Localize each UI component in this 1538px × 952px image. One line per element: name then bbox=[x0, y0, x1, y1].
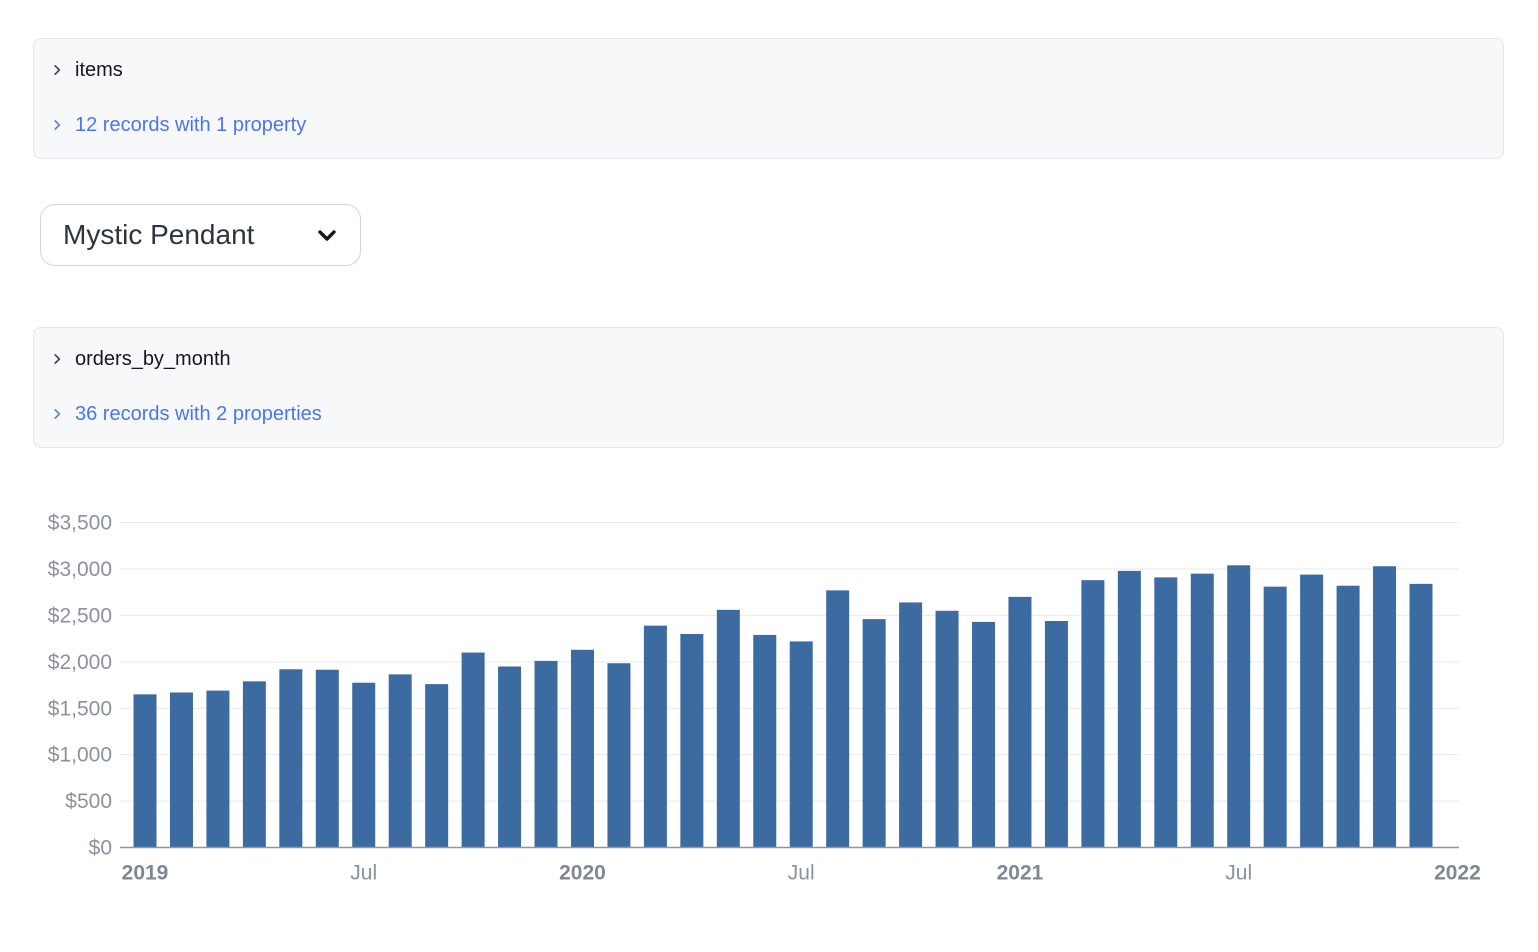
bar-2020-12 bbox=[972, 621, 996, 848]
bar-2021-04 bbox=[1117, 570, 1141, 848]
bar-2021-06 bbox=[1190, 573, 1214, 848]
bar-2021-10 bbox=[1336, 585, 1360, 848]
bar-2021-12 bbox=[1409, 583, 1433, 848]
item-select-dropdown[interactable]: Mystic Pendant bbox=[40, 204, 361, 266]
bar-2020-03 bbox=[643, 625, 667, 848]
bar-2019-06 bbox=[315, 669, 339, 848]
y-axis-label: $2,000 bbox=[48, 651, 112, 674]
bar-2020-09 bbox=[862, 619, 886, 848]
bar-2021-08 bbox=[1263, 586, 1287, 848]
chevron-down-icon bbox=[315, 223, 339, 247]
orders-disclosure-row[interactable]: orders_by_month bbox=[50, 345, 1487, 373]
bar-2019-10 bbox=[461, 652, 485, 848]
orders-records-row[interactable]: 36 records with 2 properties bbox=[50, 400, 1487, 428]
orders-by-month-bar-chart: $0 $500 $1,000 $1,500 $2,000 $2,500 $3,000 $3,5… bbox=[48, 512, 1481, 885]
items-records-row[interactable]: 12 records with 1 property bbox=[50, 111, 1487, 139]
bar-2019-02 bbox=[169, 692, 193, 848]
x-axis-label: Jul bbox=[1225, 862, 1252, 885]
x-axis-label: Jul bbox=[350, 862, 377, 885]
orders-panel-title: orders_by_month bbox=[75, 347, 231, 370]
x-axis-label: 2020 bbox=[559, 862, 606, 885]
items-inspector-panel: items 12 records with 1 property bbox=[33, 38, 1504, 159]
y-axis-label: $3,500 bbox=[48, 512, 112, 535]
bar-2020-06 bbox=[753, 634, 777, 848]
bar-2021-11 bbox=[1373, 566, 1397, 848]
bar-2019-05 bbox=[279, 669, 303, 848]
bar-2019-08 bbox=[388, 674, 412, 848]
orders-chart-container: $0 $500 $1,000 $1,500 $2,000 $2,500 $3,000 $3,5… bbox=[0, 488, 1538, 937]
x-axis-label: Jul bbox=[788, 862, 815, 885]
bar-2021-07 bbox=[1227, 565, 1251, 848]
bar-2019-01 bbox=[133, 694, 157, 848]
orders-records-link: 36 records with 2 properties bbox=[75, 402, 322, 425]
items-panel-title: items bbox=[75, 58, 123, 81]
x-axis-label: 2022 bbox=[1434, 862, 1481, 885]
bar-2019-12 bbox=[534, 660, 558, 848]
chevron-right-icon bbox=[50, 352, 64, 366]
orders-inspector-panel: orders_by_month 36 records with 2 proper… bbox=[33, 327, 1504, 448]
x-axis-label: 2021 bbox=[997, 862, 1044, 885]
bar-2019-09 bbox=[425, 684, 449, 848]
bar-2020-02 bbox=[607, 663, 631, 848]
bar-2020-04 bbox=[680, 633, 704, 848]
items-disclosure-row[interactable]: items bbox=[50, 56, 1487, 84]
bar-2020-11 bbox=[935, 610, 959, 848]
bar-2020-10 bbox=[899, 602, 923, 848]
bar-2020-05 bbox=[716, 609, 740, 848]
items-records-link: 12 records with 1 property bbox=[75, 113, 307, 136]
y-axis-label: $3,000 bbox=[48, 558, 112, 581]
item-select-value: Mystic Pendant bbox=[63, 219, 255, 250]
bar-2021-05 bbox=[1154, 577, 1178, 848]
bar-2021-01 bbox=[1008, 596, 1032, 848]
bar-2020-07 bbox=[789, 641, 813, 848]
bar-2020-01 bbox=[570, 649, 594, 848]
bar-2019-03 bbox=[206, 690, 230, 848]
y-axis-label: $0 bbox=[89, 837, 112, 860]
bar-2019-07 bbox=[352, 682, 376, 848]
bar-2019-11 bbox=[498, 666, 522, 848]
bar-2021-09 bbox=[1300, 574, 1324, 848]
bar-2019-04 bbox=[242, 681, 266, 848]
y-axis-label: $2,500 bbox=[48, 604, 112, 627]
y-axis-label: $1,500 bbox=[48, 697, 112, 720]
chevron-right-icon bbox=[50, 63, 64, 77]
y-axis-label: $500 bbox=[65, 790, 112, 813]
chevron-right-icon bbox=[50, 407, 64, 421]
chevron-right-icon bbox=[50, 118, 64, 132]
bar-2020-08 bbox=[826, 590, 850, 848]
bar-2021-02 bbox=[1044, 620, 1068, 848]
bar-2021-03 bbox=[1081, 580, 1105, 848]
x-axis-label: 2019 bbox=[122, 862, 169, 885]
y-axis-label: $1,000 bbox=[48, 744, 112, 767]
